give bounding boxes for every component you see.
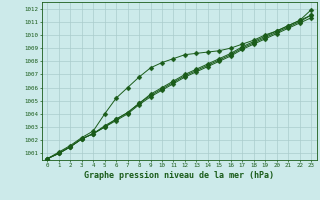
X-axis label: Graphe pression niveau de la mer (hPa): Graphe pression niveau de la mer (hPa)	[84, 171, 274, 180]
